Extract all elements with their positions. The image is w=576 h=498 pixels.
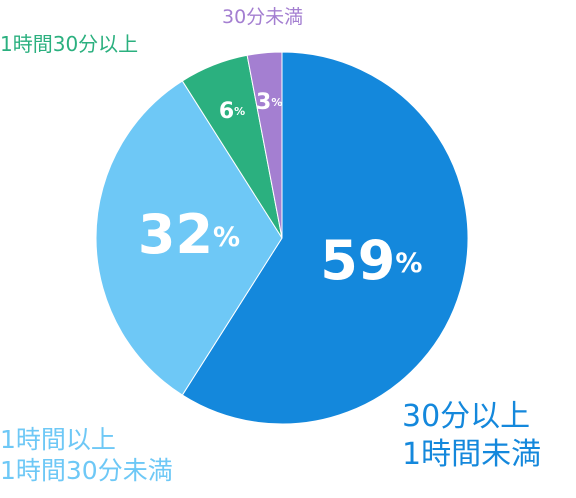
value-label: 59%: [320, 229, 422, 292]
value-label: 6%: [219, 99, 245, 124]
value-label: 3%: [256, 90, 282, 115]
category-label: 30分未満: [222, 6, 304, 28]
pie-slice: [181, 51, 469, 425]
category-label: 1時間以上 1時間30分未満: [0, 425, 173, 486]
pie-slice: [246, 51, 283, 239]
category-label: 1時間30分以上: [0, 32, 139, 56]
pie-slice: [95, 80, 283, 396]
category-label: 30分以上 1時間未満: [402, 399, 542, 472]
value-label: 32%: [138, 203, 240, 266]
